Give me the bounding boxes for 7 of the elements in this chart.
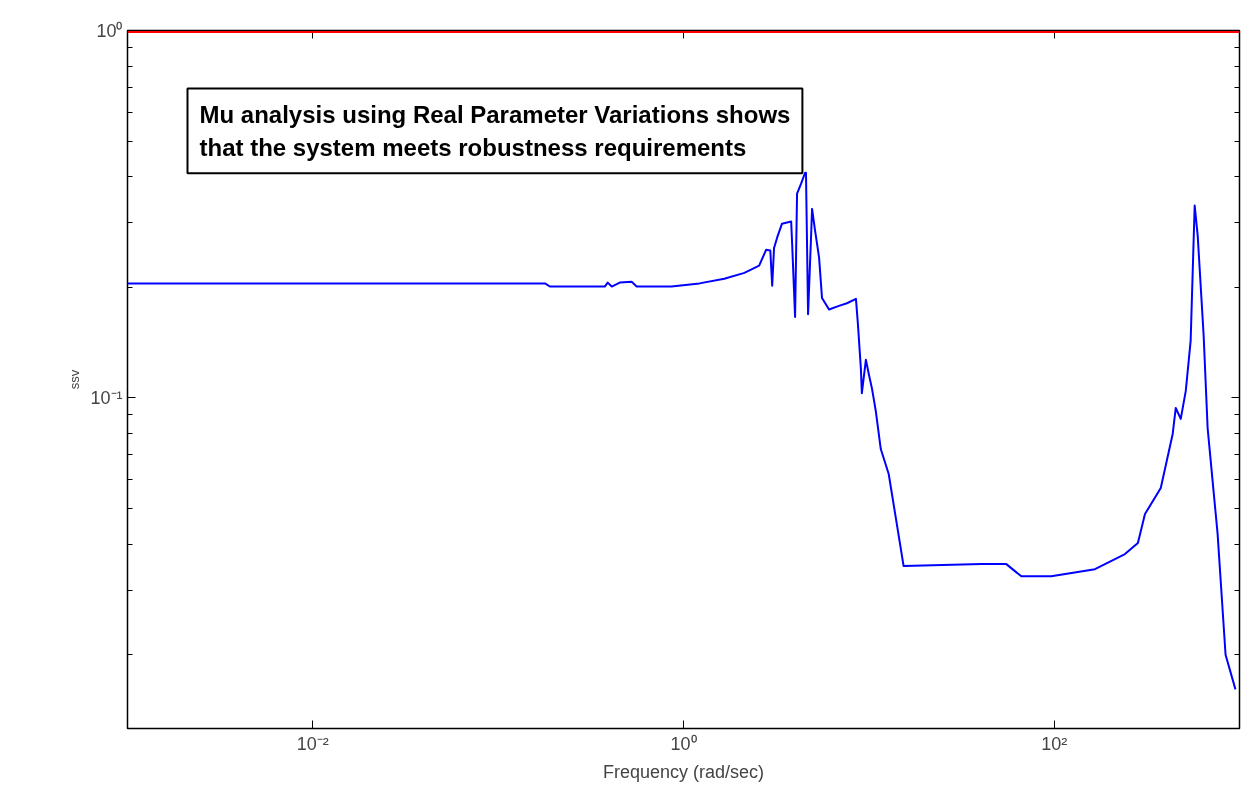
- x-axis-title: Frequency (rad/sec): [602, 761, 765, 782]
- y-tick-label: 10⁻¹: [90, 387, 123, 408]
- x-tick-label: 10⁻²: [296, 733, 329, 754]
- annotation: Mu analysis using Real Parameter Variations shows that the system meets robustness requirements: [199, 100, 791, 162]
- x-tick-label: 10²: [1041, 733, 1068, 754]
- x-tick-label: 10⁰: [670, 733, 697, 754]
- y-axis-title: ssv: [67, 369, 83, 390]
